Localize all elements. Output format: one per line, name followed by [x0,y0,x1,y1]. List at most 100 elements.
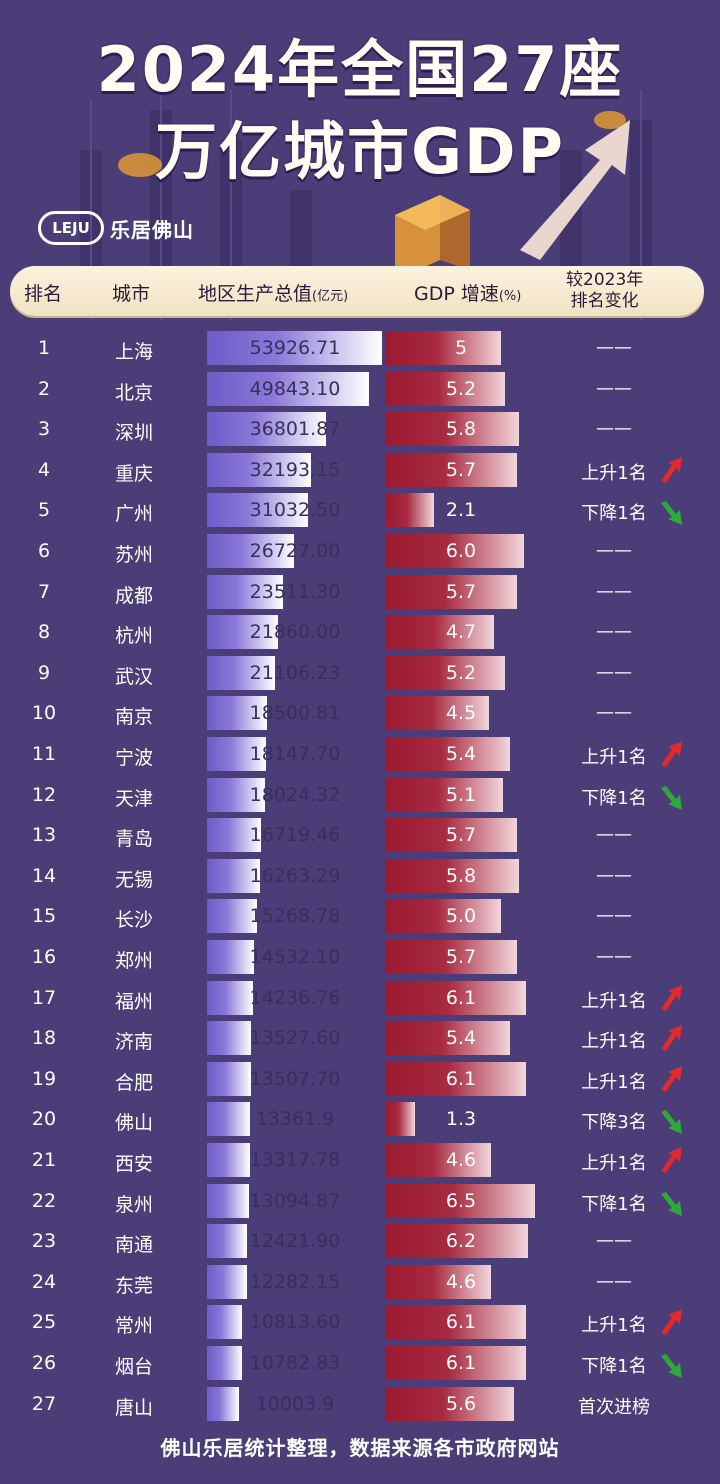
gdp-value: 31032.50 [249,499,341,522]
city-cell: 无锡 [114,868,153,891]
growth-value: 5.0 [445,905,477,928]
table-row: 5 广州 31032.50 2.1 下降1名 [0,493,720,528]
logo-badge: LEJU [38,211,104,245]
city-cell: 合肥 [114,1071,153,1094]
arrow-down-icon [661,1191,682,1216]
table-row: 23 南通 12421.90 6.2 —— [0,1224,720,1259]
city-cell: 成都 [114,584,153,607]
arrow-up-icon [661,456,682,483]
gdp-value: 13507.70 [249,1067,341,1090]
growth-bar [385,412,519,447]
gdp-bar [207,534,294,568]
table-row: 4 重庆 32193.15 5.7 上升1名 [0,452,720,487]
growth-bar [385,371,506,406]
city-cell: 深圳 [114,422,153,445]
arrow-up-icon [661,1025,682,1052]
city-cell: 常州 [114,1315,153,1338]
table-row: 20 佛山 13361.9 1.3 下降3名 [0,1102,720,1137]
rank-cell: 18 [31,1027,57,1050]
table-row: 11 宁波 18147.70 5.4 上升1名 [0,737,720,771]
gdp-value: 32193.15 [249,458,341,481]
rank-cell: 17 [31,986,57,1009]
rank-cell: 7 [37,580,51,603]
growth-bar [385,899,501,934]
rank-cell: 20 [31,1108,57,1131]
rank-change: —— [596,337,632,358]
growth-bar [385,737,510,771]
growth-value: 5.8 [445,418,477,441]
rank-cell: 6 [37,540,51,562]
arrow-down-icon [661,1110,682,1135]
growth-value: 5.7 [445,946,477,968]
gdp-bar [207,1264,247,1299]
gdp-bar [207,493,308,528]
gdp-bar [207,1183,250,1218]
growth-bar [385,940,517,974]
growth-value: 6.1 [445,986,477,1009]
leju-logo: LEJU 乐居佛山 [38,211,194,245]
rank-cell: 24 [31,1270,57,1293]
rank-change: 下降1名 [581,1193,647,1215]
gdp-bar [207,452,312,487]
rank-cell: 16 [31,946,57,968]
gdp-value: 36801.87 [249,418,341,441]
growth-bar [385,1346,526,1380]
city-cell: 烟台 [114,1356,153,1378]
rank-change: —— [596,864,632,886]
gdp-value: 12421.90 [249,1230,341,1253]
growth-value: 5.7 [445,458,477,481]
gdp-bar [207,1021,251,1056]
gdp-value: 49843.10 [249,377,341,400]
rank-change: 上升1名 [581,990,647,1012]
gdp-bar [207,574,284,609]
page-title-line2: 万亿城市GDP [155,115,565,188]
gdp-value: 15268.78 [249,905,341,928]
source-note: 佛山乐居统计整理，数据来源各市政府网站 [160,1436,560,1460]
city-cell: 广州 [114,503,153,526]
gdp-value: 14236.76 [249,986,341,1009]
table-row: 19 合肥 13507.70 6.1 上升1名 [0,1061,720,1096]
gdp-value: 13527.60 [249,1027,341,1050]
header-city: 城市 [112,283,151,305]
gdp-value: 13094.87 [249,1189,341,1212]
table-row: 14 无锡 16263.29 5.8 —— [0,858,720,893]
growth-value: 5.8 [445,864,477,887]
growth-bar [385,452,517,487]
gdp-bar [207,412,327,447]
table-row: 1 上海 53926.71 5 —— [0,331,720,365]
gdp-value: 10813.60 [249,1311,341,1334]
table-row: 8 杭州 21860.00 4.7 —— [0,615,720,650]
growth-value: 6.1 [445,1311,477,1334]
rank-change: 下降1名 [581,1356,647,1377]
city-cell: 宁波 [114,747,153,769]
gdp-value: 18024.32 [249,783,341,806]
growth-value: 5.4 [445,743,477,765]
growth-bar [385,615,494,650]
gdp-bar [207,696,268,731]
table-header: 排名 城市 地区生产总值(亿元) GDP 增速(%) 较2023年 排名变化 [10,266,704,316]
gdp-value: 10782.83 [249,1352,341,1374]
header-change: 较2023年 排名变化 [566,270,643,312]
arrow-up-icon [661,1147,682,1173]
growth-bar [385,1102,416,1137]
logo-text: 乐居佛山 [110,217,194,242]
table-row: 3 深圳 36801.87 5.8 —— [0,412,720,447]
table-row: 25 常州 10813.60 6.1 上升1名 [0,1305,720,1340]
growth-value: 5.6 [445,1392,477,1415]
city-cell: 南通 [114,1234,153,1257]
growth-value: 5.4 [445,1027,477,1050]
gdp-bar [207,1143,251,1177]
rank-change: 首次进榜 [578,1396,650,1418]
city-cell: 唐山 [114,1396,153,1419]
gdp-bar [207,1224,248,1259]
city-cell: 济南 [114,1031,153,1054]
city-cell: 西安 [114,1153,153,1175]
table-row: 24 东莞 12282.15 4.6 —— [0,1264,720,1299]
growth-value: 5.7 [445,580,477,603]
arrow-up-icon [661,984,682,1011]
growth-bar [385,1224,529,1259]
gdp-bar [207,655,276,690]
growth-bar [385,1183,536,1218]
growth-bar [385,331,501,365]
growth-value: 6.0 [445,540,477,562]
